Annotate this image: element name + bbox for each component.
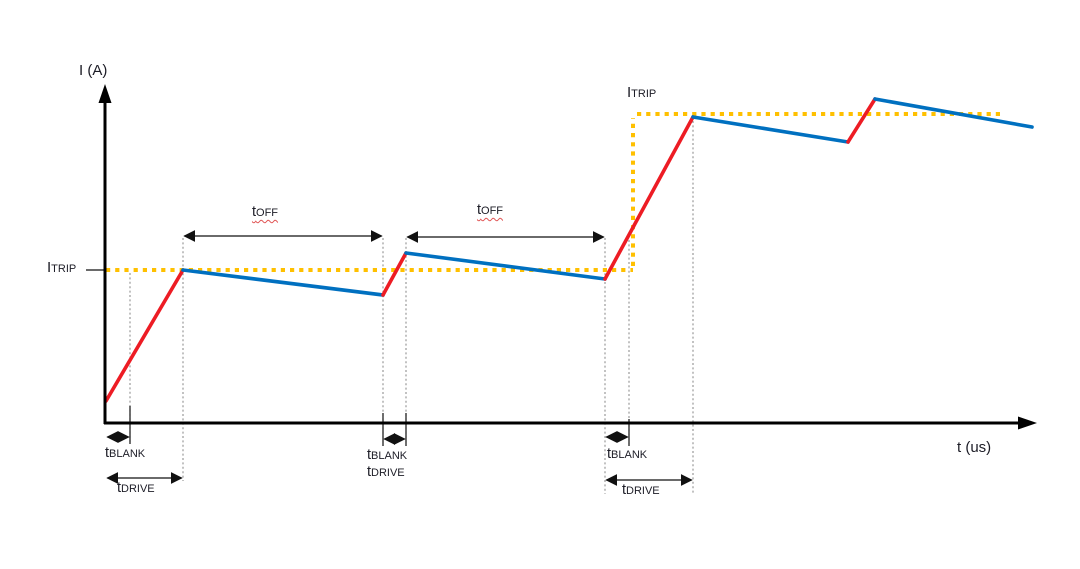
decay-segment-1 [181, 268, 385, 297]
itrip-base: I [627, 84, 632, 101]
tdrive-base: t [117, 480, 122, 496]
tdrive-label-2: tDRIVE [367, 464, 405, 481]
toff-sub: OFF [481, 205, 504, 217]
tblank-base: t [607, 446, 612, 462]
tblank-base: t [105, 445, 110, 461]
drive-segment-4 [846, 97, 877, 144]
x-axis-label: t (us) [957, 439, 992, 456]
drive-segment-3 [603, 115, 695, 281]
tblank-base: t [367, 447, 372, 463]
tblank-label-2: tBLANK [367, 447, 408, 464]
itrip-sub: TRIP [51, 263, 77, 275]
itrip-label-top: ITRIP [627, 84, 657, 102]
toff-label-2: tOFF [476, 202, 504, 219]
tdrive-base: t [367, 464, 372, 480]
tdrive-sub: DRIVE [626, 485, 660, 497]
tblank-sub: BLANK [611, 449, 648, 461]
decay-segment-4 [873, 97, 1034, 129]
y-axis-arrowhead [98, 84, 112, 103]
y-axis-label: I (A) [79, 62, 108, 79]
tdrive-sub: DRIVE [371, 467, 405, 479]
tblank-sub: BLANK [371, 450, 408, 462]
tdrive-sub: DRIVE [121, 483, 155, 495]
tblank-sub: BLANK [109, 448, 146, 460]
decay-segment-3 [691, 115, 850, 144]
tdrive-label-3: tDRIVE [622, 482, 660, 499]
decay-segment-2 [404, 251, 607, 281]
itrip-sub: TRIP [631, 88, 657, 100]
toff-sub: OFF [256, 207, 279, 219]
tblank-label-1: tBLANK [105, 445, 146, 462]
tblank-label-3: tBLANK [607, 446, 648, 463]
toff-base: t [251, 204, 257, 220]
tdrive-base: t [622, 482, 627, 498]
toff-label-1: tOFF [251, 204, 279, 221]
x-axis-arrowhead [1018, 416, 1037, 430]
drive-segment-1 [104, 268, 185, 403]
toff-base: t [476, 202, 482, 218]
tdrive-label-1: tDRIVE [117, 480, 155, 497]
itrip-label-left: ITRIP [47, 259, 77, 277]
itrip-base: I [47, 259, 52, 276]
drive-segment-2 [381, 251, 408, 297]
